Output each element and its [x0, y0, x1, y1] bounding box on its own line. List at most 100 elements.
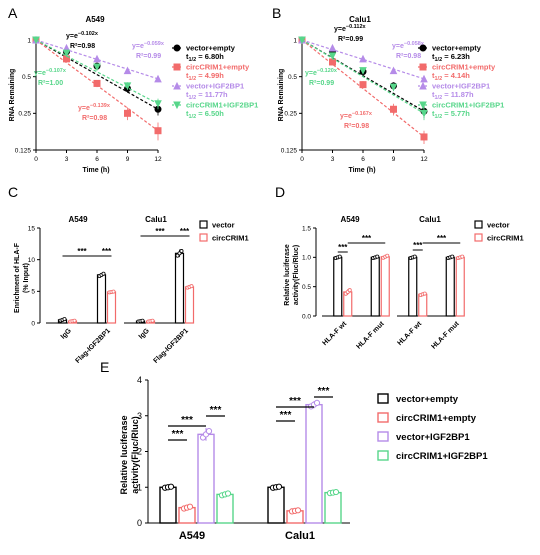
panel-d-significance-label: ***: [338, 243, 348, 252]
panel-b-ytick-label: 1: [293, 37, 297, 44]
panel-b-circcrim1-empty-half-life-sub: 1/2: [435, 76, 443, 82]
panel-b-circcrim1-empty-legend-label: circCRIM1+empty: [432, 63, 496, 72]
panel-b-circcrim1-empty-half-life-value: = 4.14h: [442, 71, 470, 80]
panel-a-vector-igf2bp1-point: [154, 74, 162, 83]
panel-d-circcrim1-legend-swatch: [474, 233, 483, 242]
panel-b-vector-empty-equation-base: y=e: [334, 26, 346, 33]
panel-e-circcrim1-igf2bp1-legend-label: circCRIM1+IGF2BP1: [396, 451, 488, 462]
panel-e-ytick-label: 3: [137, 411, 142, 421]
panel-c-circcrim1-legend-label: circCRIM1: [212, 234, 249, 243]
panel-c-circcrim1-replicate-dot: [189, 284, 194, 289]
panel-a-vector-empty-fit-line: [35, 39, 159, 110]
panel-a-xtick-label: 0: [34, 156, 38, 163]
panel-b-circcrim1-empty-equation-base: y=e: [340, 113, 352, 120]
panel-c-vector-bar: [96, 274, 107, 324]
panel-b-xtick-label: 3: [331, 156, 335, 163]
panel-b-vector-empty-r2: R²=0.99: [338, 36, 363, 43]
panel-c-vector-bar: [174, 252, 185, 324]
panel-b-ytick-label: 0.25: [284, 111, 297, 118]
panel-e-vector-igf2bp1-replicate-dot: [313, 399, 321, 406]
panel-a-circcrim1-empty-legend-label: circCRIM1+empty: [186, 63, 250, 72]
panel-d-group-title-a549: A549: [340, 215, 360, 224]
panel-e-ylabel-line1: Relative luciferase: [119, 415, 129, 494]
panel-a-circcrim1-igf2bp1-fit-line: [35, 39, 159, 105]
panel-d-circcrim1-bar: [455, 256, 465, 317]
panel-c-significance-label: ***: [102, 247, 112, 256]
panel-c-group-title-calu1: Calu1: [145, 215, 167, 224]
panel-a-vector-empty-half-life-value: = 6.80h: [196, 52, 224, 61]
panel-a-circcrim1-igf2bp1-point: [93, 63, 101, 72]
panel-a-vector-igf2bp1-half-life-t: t: [186, 90, 189, 99]
panel-a-circcrim1-igf2bp1-half-life-value: = 6.50h: [196, 109, 224, 118]
panel-a-xtick-label: 12: [154, 156, 162, 163]
panel-a-circcrim1-igf2bp1-half-life-t: t: [186, 109, 189, 118]
panel-b-vector-igf2bp1-point: [420, 74, 428, 83]
panel-b-vector-igf2bp1-point: [359, 54, 367, 63]
panel-b-circcrim1-igf2bp1-half-life: t1/2 = 5.77h: [432, 109, 470, 120]
panel-d-vector-bar: [408, 256, 418, 317]
panel-b-circcrim1-igf2bp1-equation-exponent: −0.120x: [317, 68, 338, 74]
panel-b-vector-empty-half-life: t1/2 = 6.23h: [432, 52, 470, 63]
panel-a-vector-empty-equation-exponent: −0.102x: [78, 31, 99, 37]
panel-e-significance-label: ***: [181, 415, 193, 426]
panel-e-vector-igf2bp1-bar: [305, 403, 323, 524]
panel-a-xtick-label: 6: [95, 156, 99, 163]
panel-c-category-label: IgG: [138, 327, 152, 341]
panel-b-circcrim1-empty-legend-marker: [419, 63, 427, 71]
panel-d-vector-legend-label: vector: [487, 221, 510, 230]
panel-b-circcrim1-empty-half-life-t: t: [432, 71, 435, 80]
panel-b-vector-igf2bp1-point: [328, 43, 337, 52]
panel-e-significance-label: ***: [172, 429, 184, 440]
panel-a-circcrim1-empty-equation-exponent: −0.139x: [90, 103, 111, 109]
panel-b-vector-igf2bp1-point: [389, 66, 398, 75]
panel-b-vector-igf2bp1-half-life: t1/2 = 11.87h: [432, 90, 474, 101]
panel-b-vector-empty-half-life-value: = 6.23h: [442, 52, 470, 61]
panel-e-ylabel-line2: activity(Fluc/Rluc): [130, 416, 140, 494]
panel-b-circcrim1-igf2bp1-point: [328, 52, 337, 61]
panel-a-circcrim1-empty-point: [154, 127, 162, 135]
panel-a-vector-igf2bp1-legend-marker: [173, 81, 181, 90]
panel-c-ytick-label: 10: [28, 257, 36, 264]
panel-e-vector-empty-bar: [159, 486, 177, 524]
panel-b-circcrim1-empty-equation: y=e−0.167x: [340, 111, 373, 120]
panel-b-circcrim1-igf2bp1-legend-marker: [419, 101, 427, 110]
panel-b-circcrim1-igf2bp1-legend-label: circCRIM1+IGF2BP1: [432, 101, 504, 110]
panel-b-ytick-label: 0.5: [288, 74, 297, 81]
panel-b-vector-igf2bp1-equation: y=e−0.058x: [392, 41, 425, 50]
panel-e-vector-empty-replicate-dot: [167, 483, 175, 490]
panel-a-xtick-label: 3: [65, 156, 69, 163]
panel-a-vector-empty-half-life-sub: 1/2: [189, 57, 197, 63]
panel-b-vector-igf2bp1-half-life-sub: 1/2: [435, 95, 443, 101]
panel-a-circcrim1-empty-r2: R²=0.98: [82, 115, 107, 122]
panel-c-circcrim1-replicate-dot: [72, 318, 77, 323]
panel-b-vector-igf2bp1-half-life-t: t: [432, 90, 435, 99]
panel-e-plot: 0 1 2 3 4 A549 Calu1 *** *** *** *** *** *** vector+e…: [137, 375, 488, 542]
panel-a-circcrim1-empty-point: [124, 109, 131, 117]
panel-b-circcrim1-igf2bp1-half-life-value: = 5.77h: [442, 109, 470, 118]
panel-e-circcrim1-igf2bp1-replicate-dot: [224, 490, 232, 497]
panel-a-vector-igf2bp1-half-life-sub: 1/2: [189, 95, 197, 101]
panel-d-ylabel-line1: Relative luciferase: [284, 244, 291, 306]
panel-e-circcrim1-empty-replicate-dot: [186, 503, 194, 510]
panel-c-vector-legend-swatch: [199, 220, 208, 229]
panel-e-vector-igf2bp1-legend-label: vector+IGF2BP1: [396, 432, 470, 443]
panel-a-title: A549: [85, 15, 105, 24]
panel-e-circcrim1-igf2bp1-legend-swatch: [377, 450, 389, 461]
panel-b-circcrim1-igf2bp1-point: [389, 83, 398, 92]
panel-d-circcrim1-replicate-dot: [347, 288, 352, 293]
panel-a-vector-igf2bp1-half-life: t1/2 = 11.77h: [186, 90, 228, 101]
panel-d-ytick-label: 0.5: [302, 284, 311, 291]
panel-a-circcrim1-igf2bp1-r2: R²=1.00: [38, 80, 63, 87]
panel-b-circcrim1-igf2bp1-half-life-t: t: [432, 109, 435, 118]
panel-b-vector-empty-equation: y=e−0.112x: [334, 24, 367, 33]
panel-a-vector-empty-equation-base: y=e: [66, 33, 78, 40]
panel-e-vector-empty-bar: [267, 486, 285, 524]
panel-c-vector-replicate-dot: [179, 249, 184, 254]
panel-d-ytick-label: 1.0: [302, 255, 311, 262]
panel-d-vector-bar: [445, 256, 455, 317]
panel-b-ytick-label: 0.125: [281, 147, 298, 154]
panel-e-ytick-label: 0: [137, 518, 142, 528]
panel-d-vector-replicate-dot: [375, 254, 380, 259]
panel-c-category-label: Flag-IGF2BP1: [153, 327, 190, 364]
